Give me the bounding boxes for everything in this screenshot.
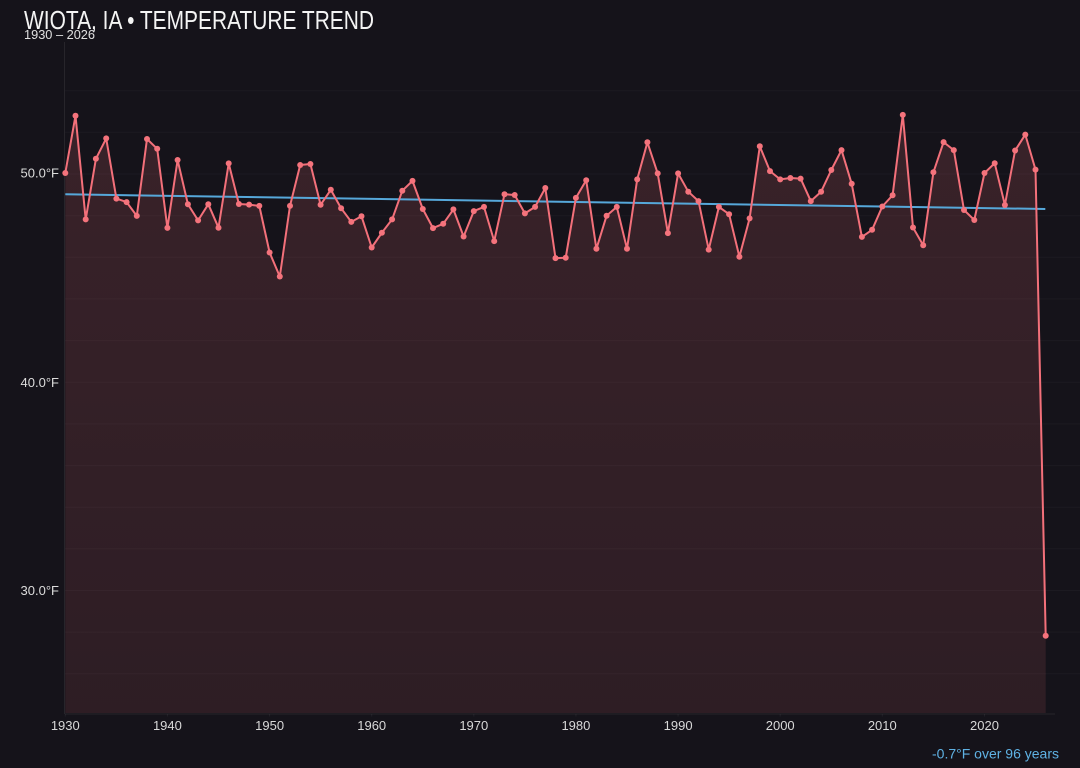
svg-text:1990: 1990 [664, 718, 693, 733]
svg-text:2000: 2000 [766, 718, 795, 733]
svg-text:1980: 1980 [561, 718, 590, 733]
svg-text:1940: 1940 [153, 718, 182, 733]
svg-text:50.0°F: 50.0°F [21, 166, 60, 181]
svg-text:-0.7°F over 96 years: -0.7°F over 96 years [932, 746, 1059, 762]
svg-text:40.0°F: 40.0°F [21, 375, 60, 390]
svg-text:1930: 1930 [51, 718, 80, 733]
svg-text:WIOTA, IA • TEMPERATURE TREND: WIOTA, IA • TEMPERATURE TREND [24, 5, 374, 35]
svg-text:1950: 1950 [255, 718, 284, 733]
svg-text:2010: 2010 [868, 718, 897, 733]
svg-text:1960: 1960 [357, 718, 386, 733]
svg-text:2020: 2020 [970, 718, 999, 733]
svg-text:30.0°F: 30.0°F [21, 583, 60, 598]
svg-text:1970: 1970 [459, 718, 488, 733]
svg-text:1930 – 2026: 1930 – 2026 [24, 28, 95, 42]
